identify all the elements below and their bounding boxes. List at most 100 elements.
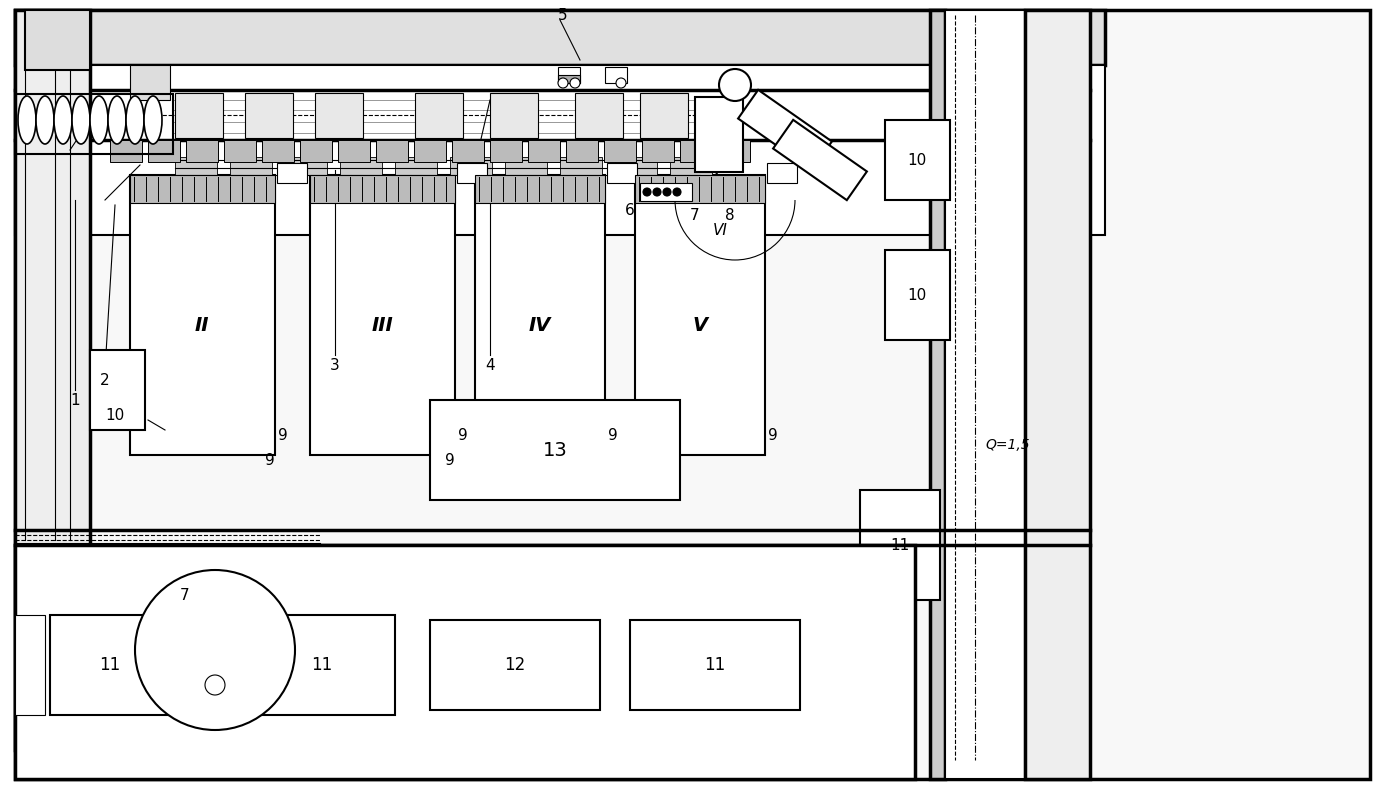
Text: 13: 13 [543,440,567,459]
Bar [395,157,437,175]
Ellipse shape [108,96,126,144]
Bar [249,615,395,715]
Bar [631,620,800,710]
Polygon shape [739,90,832,170]
Text: III: III [371,316,392,335]
Ellipse shape [36,96,54,144]
Bar [109,140,141,162]
Bar [50,615,170,715]
Text: 7: 7 [180,588,190,603]
Text: 9: 9 [265,453,274,468]
Ellipse shape [144,96,162,144]
Bar [930,10,945,779]
Bar [338,140,370,162]
Bar [130,65,170,100]
Bar [15,10,1105,65]
Bar [491,140,523,162]
Bar [475,175,606,455]
Text: 4: 4 [485,357,495,372]
Ellipse shape [54,96,72,144]
Text: 1: 1 [71,392,80,407]
Circle shape [663,188,671,196]
Bar [15,615,44,715]
Bar [450,157,492,175]
Bar [245,93,292,138]
Circle shape [615,78,626,88]
Bar [15,545,915,779]
Bar [430,620,600,710]
Bar [15,94,173,154]
Text: 11: 11 [312,656,333,674]
Bar [452,140,484,162]
Bar [299,140,333,162]
Circle shape [134,570,295,730]
Bar [886,120,949,200]
Text: 3: 3 [330,357,340,372]
Ellipse shape [72,96,90,144]
Ellipse shape [90,96,108,144]
Bar [606,67,626,83]
Text: V: V [693,316,708,335]
Bar [286,157,327,175]
Bar [175,93,223,138]
Bar [457,163,486,183]
Bar [148,140,180,162]
Bar [262,140,294,162]
Bar [430,400,681,500]
Text: 5: 5 [559,8,568,23]
Bar [694,97,743,172]
Bar [340,157,383,175]
Text: 9: 9 [608,428,618,443]
Circle shape [205,675,225,695]
Bar [376,140,407,162]
Text: 11: 11 [704,656,726,674]
Bar [15,65,1105,235]
Text: 7: 7 [690,208,700,222]
Text: VI: VI [712,222,728,237]
Bar [310,175,455,203]
Circle shape [570,78,579,88]
Bar [859,490,940,600]
Circle shape [653,188,661,196]
Circle shape [559,78,568,88]
Bar [25,10,90,70]
Text: 10: 10 [105,407,125,422]
Bar [640,93,687,138]
Text: 8: 8 [725,208,735,222]
Bar [635,175,765,455]
Bar [1026,10,1089,779]
Bar [310,175,455,455]
Bar [230,157,272,175]
Bar [604,140,636,162]
Text: 12: 12 [505,656,525,674]
Bar [669,157,712,175]
Bar [475,175,606,203]
Bar [766,163,797,183]
Text: 9: 9 [279,428,288,443]
Text: 9: 9 [768,428,778,443]
Bar [642,140,674,162]
Bar [130,175,274,203]
Bar [90,350,146,430]
Bar [945,10,1026,779]
Bar [315,93,363,138]
Bar [575,93,622,138]
Bar [559,75,579,83]
Text: II: II [195,316,209,335]
Bar [635,175,765,203]
Bar [505,157,547,175]
Circle shape [643,188,651,196]
Bar [681,140,712,162]
Text: 2: 2 [100,372,109,387]
Bar [718,140,750,162]
Ellipse shape [18,96,36,144]
Text: 9: 9 [459,428,468,443]
Bar [559,67,579,83]
Text: 10: 10 [908,152,927,167]
Bar [615,157,657,175]
Text: 10: 10 [908,287,927,302]
Bar [560,157,602,175]
Bar [414,93,463,138]
Bar [565,140,597,162]
Text: 11: 11 [100,656,121,674]
